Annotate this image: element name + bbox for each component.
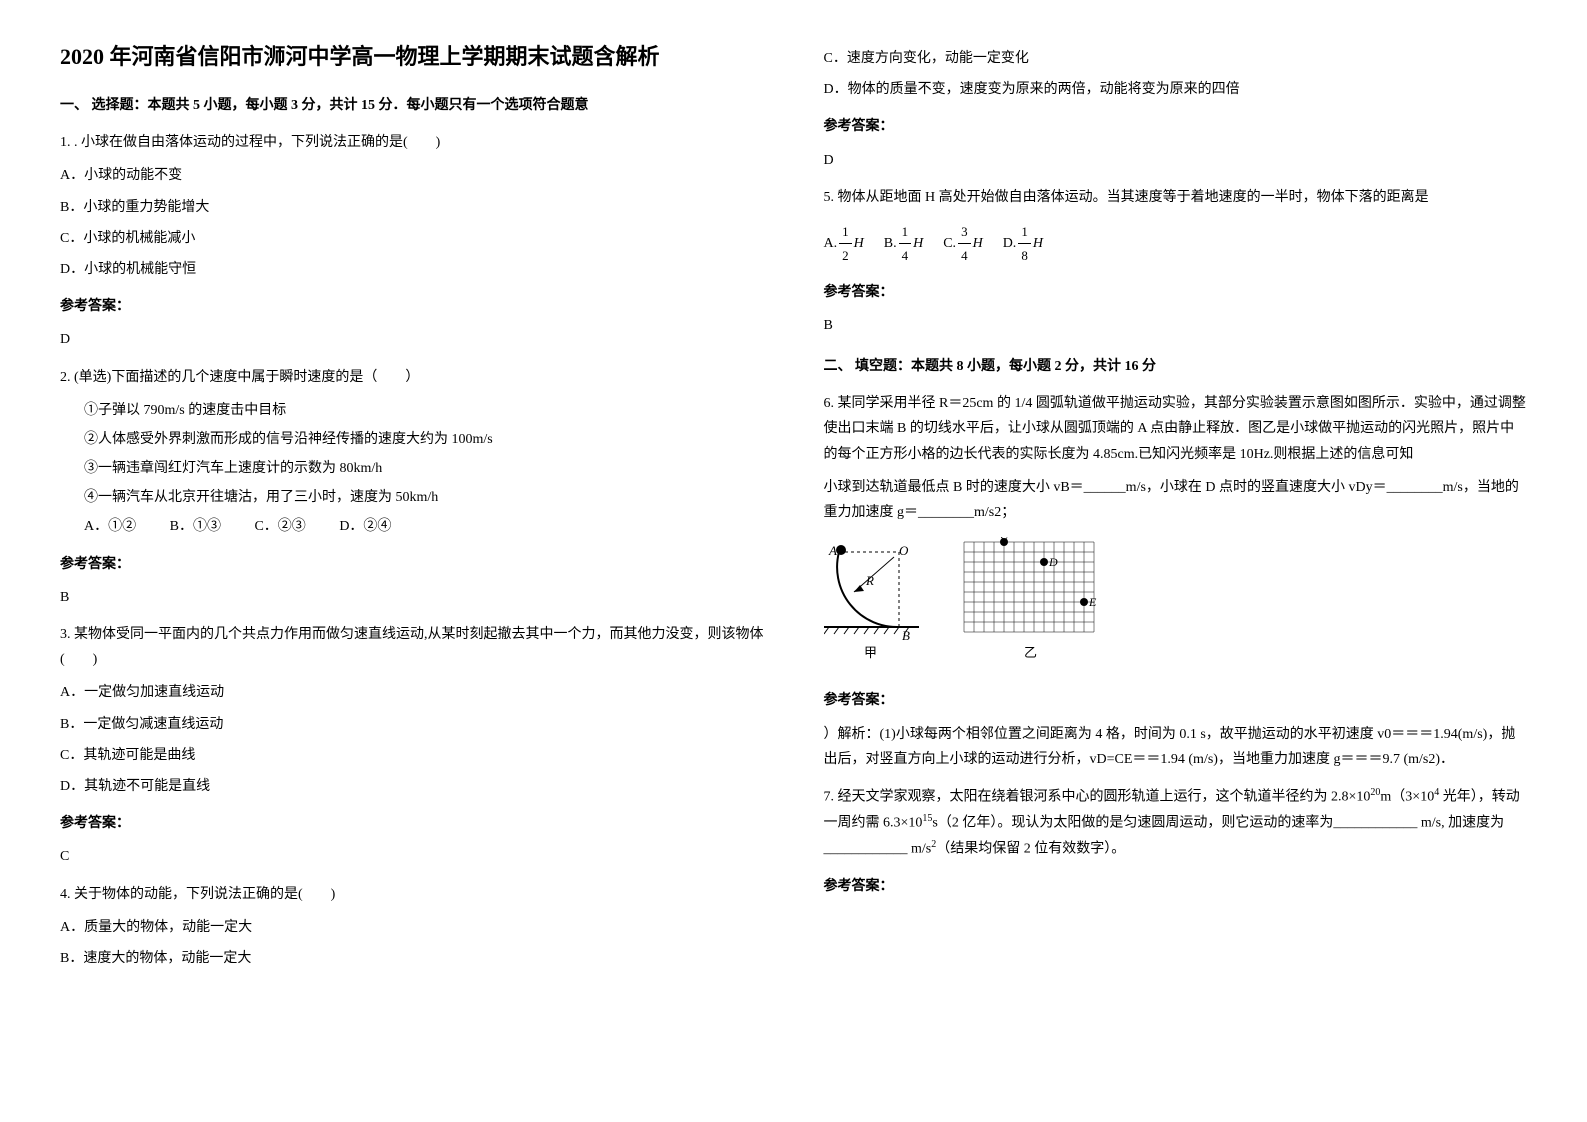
q1-text: 1. . 小球在做自由落体运动的过程中，下列说法正确的是( ) — [60, 130, 764, 155]
q2-sub2: ②人体感受外界刺激而形成的信号沿神经传播的速度大约为 100m/s — [84, 427, 764, 452]
fraction-a: 1 2 — [839, 220, 852, 268]
right-column: C．速度方向变化，动能一定变化 D．物体的质量不变，速度变为原来的两倍，动能将变… — [824, 40, 1528, 981]
q6-answer-label: 参考答案： — [824, 688, 1528, 713]
question-3: 3. 某物体受同一平面内的几个共点力作用而做匀速直线运动,从某时刻起撤去其中一个… — [60, 622, 764, 870]
q5-optD: D. 1 8 H — [1003, 220, 1043, 268]
q5-answer: B — [824, 313, 1528, 338]
q2-optB: B．①③ — [170, 519, 221, 534]
q3-answer-label: 参考答案： — [60, 811, 764, 836]
question-6: 6. 某同学采用半径 R＝25cm 的 1/4 圆弧轨道做平抛运动实验，其部分实… — [824, 391, 1528, 772]
diagram-label-E: E — [1088, 595, 1097, 609]
diagram-label-yi: 乙 — [1024, 645, 1037, 660]
q3-answer: C — [60, 844, 764, 869]
fraction-b: 1 4 — [899, 220, 912, 268]
diagram-label-R: R — [865, 573, 874, 588]
q4-optC: C．速度方向变化，动能一定变化 — [824, 46, 1528, 71]
q2-answer: B — [60, 585, 764, 610]
diagram-label-D: D — [1048, 555, 1058, 569]
document-title: 2020 年河南省信阳市浉河中学高一物理上学期期末试题含解析 — [60, 40, 764, 73]
q2-sub3: ③一辆违章闯红灯汽车上速度计的示数为 80km/h — [84, 456, 764, 481]
q2-optC: C．②③ — [254, 519, 305, 534]
q5-optB: B. 1 4 H — [884, 220, 923, 268]
q4-answer: D — [824, 148, 1528, 173]
q1-optB: B．小球的重力势能增大 — [60, 195, 764, 220]
diagram-label-O: O — [899, 543, 909, 558]
question-5: 5. 物体从距地面 H 高处开始做自由落体运动。当其速度等于着地速度的一半时，物… — [824, 185, 1528, 338]
q1-answer: D — [60, 327, 764, 352]
fraction-c: 3 4 — [958, 220, 971, 268]
q6-diagram: A O R — [824, 537, 1528, 676]
q2-text: 2. (单选)下面描述的几个速度中属于瞬时速度的是（ ） — [60, 365, 764, 390]
q4-optB: B．速度大的物体，动能一定大 — [60, 946, 764, 971]
q2-optA: A．①② — [84, 519, 136, 534]
section1-header: 一、 选择题：本题共 5 小题，每小题 3 分，共计 15 分．每小题只有一个选… — [60, 93, 764, 118]
q5-text: 5. 物体从距地面 H 高处开始做自由落体运动。当其速度等于着地速度的一半时，物… — [824, 185, 1528, 210]
q1-optC: C．小球的机械能减小 — [60, 226, 764, 251]
q3-optB: B．一定做匀减速直线运动 — [60, 712, 764, 737]
q1-answer-label: 参考答案： — [60, 294, 764, 319]
q3-text: 3. 某物体受同一平面内的几个共点力作用而做匀速直线运动,从某时刻起撤去其中一个… — [60, 622, 764, 672]
q4-optD: D．物体的质量不变，速度变为原来的两倍，动能将变为原来的四倍 — [824, 77, 1528, 102]
q6-blank: 小球到达轨道最低点 B 时的速度大小 vB＝______m/s，小球在 D 点时… — [824, 475, 1528, 525]
q6-text: 6. 某同学采用半径 R＝25cm 的 1/4 圆弧轨道做平抛运动实验，其部分实… — [824, 391, 1528, 467]
q7-text: 7. 经天文学家观察，太阳在绕着银河系中心的圆形轨道上运行，这个轨道半径约为 2… — [824, 784, 1528, 862]
q2-answer-label: 参考答案： — [60, 552, 764, 577]
diagram-label-C: C — [1000, 537, 1009, 542]
q5-optA: A. 1 2 H — [824, 220, 864, 268]
q4-optA: A．质量大的物体，动能一定大 — [60, 915, 764, 940]
q2-options: A．①② B．①③ C．②③ D．②④ — [84, 514, 764, 539]
q2-sub1: ①子弹以 790m/s 的速度击中目标 — [84, 398, 764, 423]
q1-optA: A．小球的动能不变 — [60, 163, 764, 188]
physics-diagram: A O R — [824, 537, 1124, 667]
fraction-d: 1 8 — [1018, 220, 1031, 268]
q3-optA: A．一定做匀加速直线运动 — [60, 680, 764, 705]
question-1: 1. . 小球在做自由落体运动的过程中，下列说法正确的是( ) A．小球的动能不… — [60, 130, 764, 352]
q5-optC: C. 3 4 H — [943, 220, 982, 268]
q6-answer: ）解析：(1)小球每两个相邻位置之间距离为 4 格，时间为 0.1 s，故平抛运… — [824, 722, 1528, 772]
q4-text: 4. 关于物体的动能，下列说法正确的是( ) — [60, 882, 764, 907]
section2-header: 二、 填空题：本题共 8 小题，每小题 2 分，共计 16 分 — [824, 354, 1528, 379]
q1-optD: D．小球的机械能守恒 — [60, 257, 764, 282]
q4-answer-label: 参考答案： — [824, 114, 1528, 139]
q2-optD: D．②④ — [339, 519, 391, 534]
diagram-label-A: A — [828, 543, 837, 558]
question-4: 4. 关于物体的动能，下列说法正确的是( ) A．质量大的物体，动能一定大 B．… — [60, 882, 764, 972]
q2-sub4: ④一辆汽车从北京开往塘沽，用了三小时，速度为 50km/h — [84, 485, 764, 510]
q7-answer-label: 参考答案： — [824, 874, 1528, 899]
diagram-label-B: B — [902, 628, 910, 643]
question-2: 2. (单选)下面描述的几个速度中属于瞬时速度的是（ ） ①子弹以 790m/s… — [60, 365, 764, 611]
diagram-label-jia: 甲 — [864, 645, 877, 660]
left-column: 2020 年河南省信阳市浉河中学高一物理上学期期末试题含解析 一、 选择题：本题… — [60, 40, 764, 981]
q3-optD: D．其轨迹不可能是直线 — [60, 774, 764, 799]
question-7: 7. 经天文学家观察，太阳在绕着银河系中心的圆形轨道上运行，这个轨道半径约为 2… — [824, 784, 1528, 899]
q5-answer-label: 参考答案： — [824, 280, 1528, 305]
q3-optC: C．其轨迹可能是曲线 — [60, 743, 764, 768]
q5-options: A. 1 2 H B. 1 4 H C. — [824, 220, 1528, 268]
